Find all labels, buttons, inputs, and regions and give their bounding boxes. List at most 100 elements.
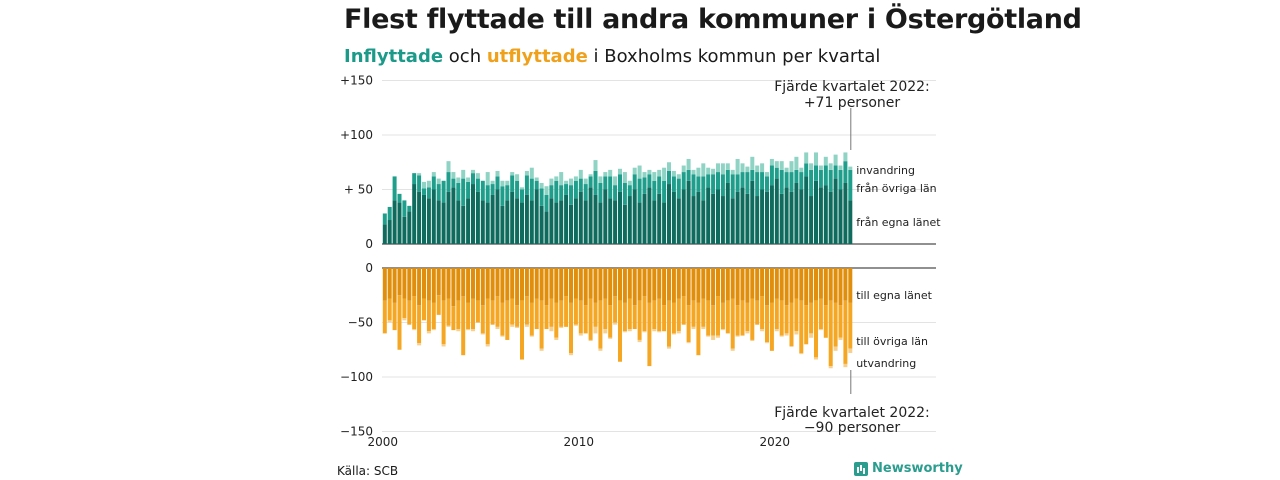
out-bar-ovriga [397, 295, 402, 350]
out-bar-egna [471, 268, 475, 299]
out-bar-ovriga [510, 298, 515, 325]
out-bar-egna [804, 268, 809, 306]
out-bar-egna [730, 268, 735, 299]
out-bar-utv [735, 335, 740, 337]
in-bar-ovriga [436, 184, 441, 201]
in-bar-inv [725, 163, 730, 170]
in-bar-egna [730, 198, 735, 244]
in-bar-ovriga [559, 185, 564, 201]
in-bar-inv [765, 172, 769, 177]
x-tick-label: 2000 [368, 435, 399, 449]
out-bar-ovriga [593, 302, 598, 327]
in-bar-egna [436, 200, 441, 244]
out-bar-ovriga [495, 296, 500, 327]
in-bar-ovriga [652, 180, 657, 201]
out-bar-ovriga [603, 298, 608, 330]
in-bar-inv [681, 165, 686, 173]
in-bar-egna [745, 193, 750, 244]
in-bar-egna [407, 211, 412, 244]
in-bar-ovriga [544, 194, 549, 212]
in-bar-inv [716, 163, 720, 173]
out-bar-egna [823, 268, 828, 306]
in-bar-inv [539, 182, 544, 189]
in-bar-ovriga [431, 176, 436, 190]
in-bar-ovriga [549, 185, 554, 199]
in-bar-ovriga [794, 169, 799, 183]
out-bar-utv [500, 335, 505, 337]
in-bar-ovriga [838, 169, 843, 190]
out-bar-egna [618, 268, 622, 301]
in-bar-egna [505, 200, 510, 244]
in-bar-egna [451, 187, 456, 244]
in-bar-inv [740, 163, 745, 173]
in-bar-egna [544, 211, 549, 244]
in-bar-inv [431, 172, 436, 177]
out-bar-egna [740, 268, 745, 301]
bottom-y-tick-label: −100 [340, 370, 373, 384]
in-bar-inv [632, 167, 637, 175]
in-bar-inv [818, 165, 823, 170]
in-bar-egna [779, 193, 784, 244]
in-bar-ovriga [534, 180, 539, 190]
in-bar-ovriga [814, 165, 818, 181]
out-bar-egna [642, 268, 647, 297]
in-bar-ovriga [618, 174, 622, 192]
in-bar-ovriga [804, 163, 809, 177]
out-bar-ovriga [627, 298, 632, 330]
out-bar-utv [779, 335, 784, 337]
out-bar-ovriga [622, 302, 627, 332]
in-bar-egna [603, 189, 608, 244]
out-bar-ovriga [750, 298, 755, 340]
in-bar-ovriga [809, 169, 814, 197]
in-bar-egna [667, 184, 671, 244]
out-bar-ovriga [613, 296, 618, 323]
in-bar-egna [534, 189, 539, 244]
out-bar-ovriga [480, 305, 485, 334]
in-bar-ovriga [510, 175, 515, 192]
x-tick-label: 2010 [564, 435, 595, 449]
out-bar-ovriga [422, 298, 426, 321]
out-bar-ovriga [843, 300, 848, 364]
subtitle-and-word: och [448, 46, 482, 67]
in-bar-egna [622, 204, 627, 244]
out-bar-ovriga [436, 295, 441, 315]
out-bar-ovriga [598, 300, 603, 349]
in-bar-inv [657, 169, 662, 177]
out-bar-ovriga [431, 302, 436, 330]
in-bar-egna [583, 200, 588, 244]
out-bar-utv [426, 331, 431, 334]
in-bar-egna [774, 178, 779, 244]
out-bar-ovriga [632, 305, 637, 330]
in-bar-ovriga [750, 169, 755, 181]
in-bar-ovriga [500, 186, 505, 206]
out-bar-utv [603, 329, 608, 334]
in-bar-egna [461, 205, 466, 244]
out-bar-ovriga [544, 305, 549, 330]
out-bar-utv [838, 337, 843, 340]
out-bar-egna [760, 268, 765, 297]
in-bar-ovriga [588, 176, 593, 188]
in-bar-egna [510, 191, 515, 244]
in-bar-egna [515, 198, 520, 244]
out-bar-utv [446, 325, 451, 327]
out-bar-egna [554, 268, 559, 303]
out-bar-ovriga [524, 296, 529, 325]
in-bar-egna [618, 191, 622, 244]
out-bar-egna [588, 268, 593, 299]
in-bar-ovriga [554, 180, 559, 203]
in-bar-ovriga [843, 161, 848, 183]
out-bar-ovriga [520, 300, 524, 360]
out-bar-egna [573, 268, 578, 299]
chart-subtitle: Inflyttade och utflyttade i Boxholms kom… [344, 46, 880, 67]
out-bar-utv [637, 339, 642, 343]
out-bar-ovriga [471, 298, 475, 330]
out-bar-utv [799, 353, 804, 355]
out-bar-egna [784, 268, 789, 306]
out-bar-ovriga [554, 302, 559, 338]
in-bar-ovriga [725, 169, 730, 183]
x-tick-label: 2020 [760, 435, 791, 449]
in-bar-inv [446, 161, 451, 173]
out-bar-egna [725, 268, 730, 301]
in-bar-inv [603, 172, 608, 177]
out-bar-utv [676, 331, 681, 334]
